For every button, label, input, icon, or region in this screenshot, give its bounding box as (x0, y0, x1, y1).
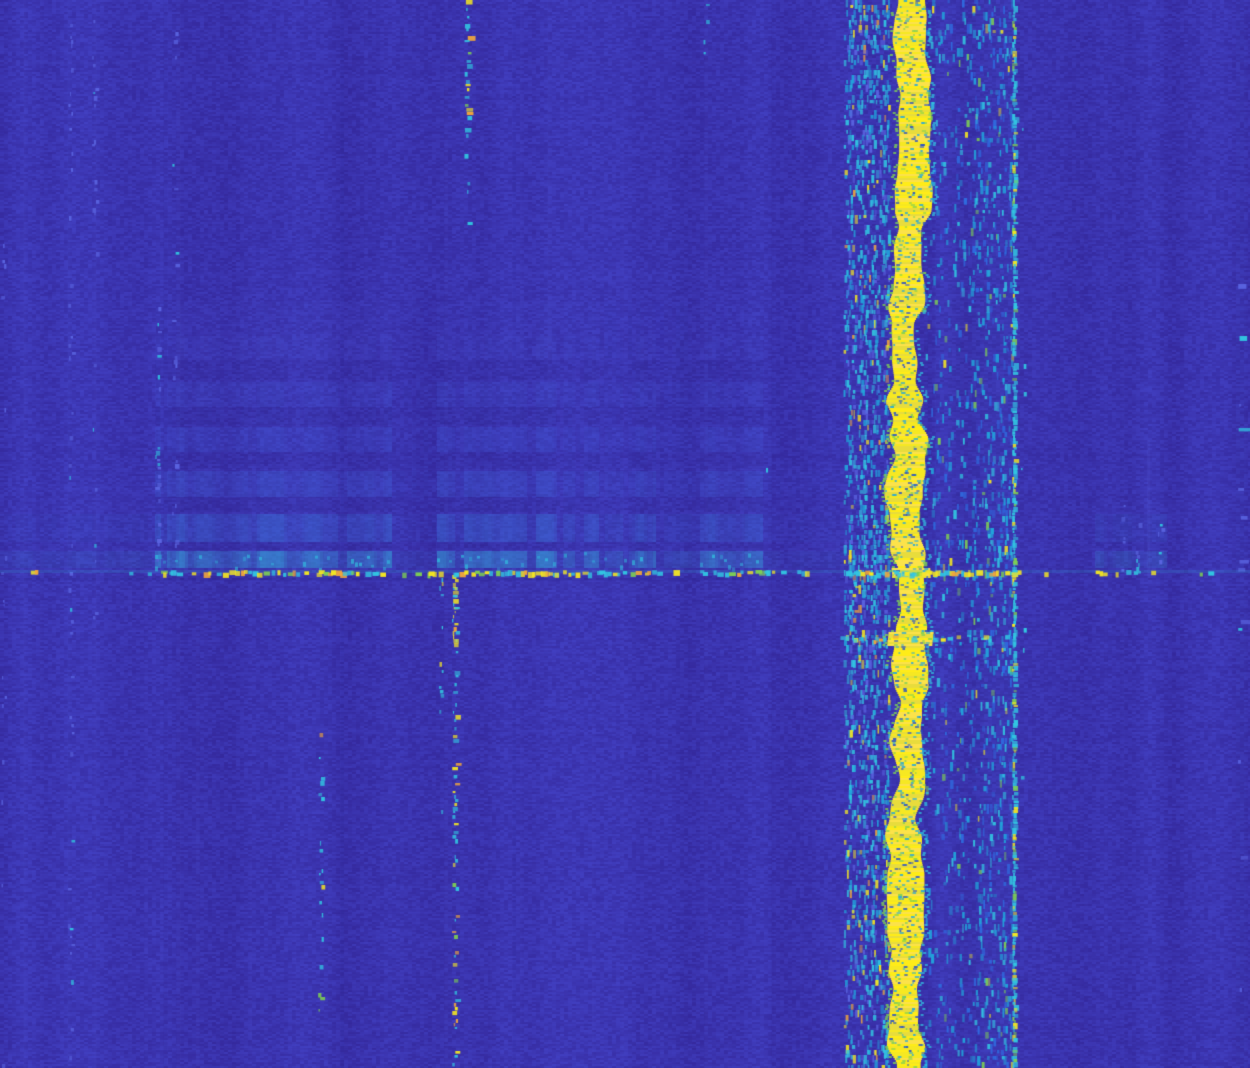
spectrogram-canvas (0, 0, 1250, 1068)
spectrogram-waterfall (0, 0, 1250, 1068)
